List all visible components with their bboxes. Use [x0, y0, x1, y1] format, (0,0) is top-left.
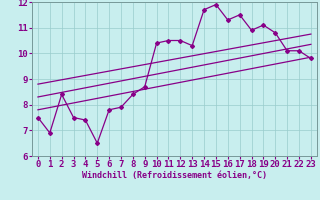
X-axis label: Windchill (Refroidissement éolien,°C): Windchill (Refroidissement éolien,°C) — [82, 171, 267, 180]
